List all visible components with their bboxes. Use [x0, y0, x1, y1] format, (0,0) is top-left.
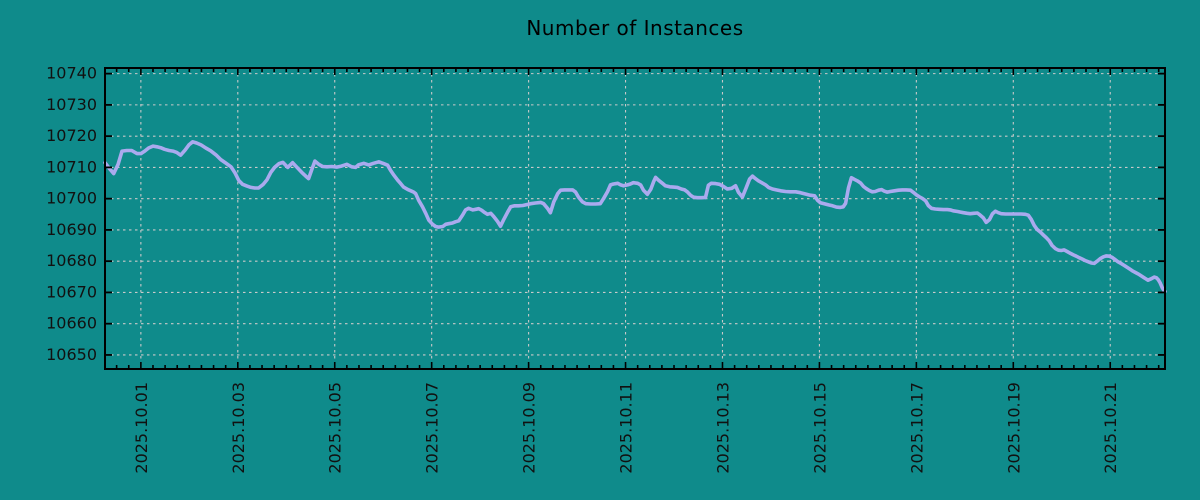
y-tick-label: 10700	[46, 189, 97, 208]
series-line-instances	[103, 140, 1167, 294]
x-tick-label: 2025.10.03	[229, 382, 248, 474]
y-tick-label: 10720	[46, 126, 97, 145]
x-tick-label: 2025.10.17	[907, 382, 926, 474]
x-tick-label: 2025.10.21	[1101, 382, 1120, 474]
y-tick-label: 10660	[46, 314, 97, 333]
x-tick-label: 2025.10.19	[1004, 382, 1023, 474]
x-tick-label: 2025.10.11	[617, 382, 636, 474]
x-tick-label: 2025.10.15	[810, 382, 829, 474]
plot-border	[104, 67, 1166, 370]
y-tick-label: 10650	[46, 345, 97, 364]
y-tick-label: 10710	[46, 157, 97, 176]
y-tick-label: 10680	[46, 251, 97, 270]
y-tick-label: 10690	[46, 220, 97, 239]
chart-title: Number of Instances	[526, 16, 744, 40]
x-tick-label: 2025.10.01	[132, 382, 151, 474]
y-tick-label: 10740	[46, 64, 97, 83]
x-tick-label: 2025.10.07	[423, 382, 442, 474]
x-tick-label: 2025.10.13	[713, 382, 732, 474]
y-tick-label: 10730	[46, 95, 97, 114]
y-tick-label: 10670	[46, 282, 97, 301]
x-tick-label: 2025.10.05	[326, 382, 345, 474]
x-tick-label: 2025.10.09	[520, 382, 539, 474]
